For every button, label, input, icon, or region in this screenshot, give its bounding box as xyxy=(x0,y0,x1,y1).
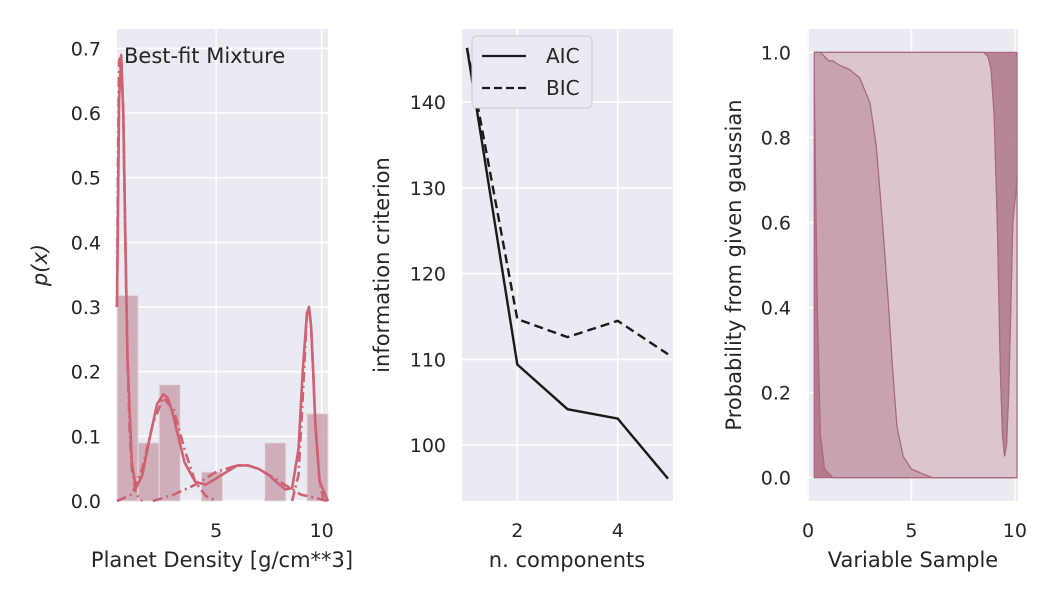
x-tick-label: 10 xyxy=(1003,520,1027,542)
x-tick-label: 0 xyxy=(802,520,814,542)
y-tick-label: 0.8 xyxy=(761,127,791,149)
mixture-curves xyxy=(115,53,330,503)
series-line-bic xyxy=(465,47,669,356)
x-tick-label: 5 xyxy=(210,520,222,542)
y-tick-label: 0.6 xyxy=(71,103,101,125)
probability-x-label: Variable Sample xyxy=(828,548,998,572)
x-tick-label: 5 xyxy=(905,520,917,542)
mixture-component-curve xyxy=(290,305,328,503)
legend-box xyxy=(471,35,593,109)
density-y-label: p(x) xyxy=(28,244,52,287)
legend-aic-label: AIC xyxy=(546,44,580,68)
density-y-ticks: 0.0 0.1 0.2 0.3 0.4 0.5 0.6 0.7 xyxy=(71,38,101,513)
y-tick-label: 110 xyxy=(410,349,446,371)
series-line-aic xyxy=(465,47,669,480)
mixture-component-curve xyxy=(116,396,217,503)
density-x-ticks: 5 10 xyxy=(210,520,334,542)
y-tick-label: 0.2 xyxy=(761,383,791,405)
probability-y-ticks: 0.0 0.2 0.4 0.6 0.8 1.0 xyxy=(761,42,791,489)
mixture-component-curve xyxy=(115,53,144,502)
ic-y-ticks: 100 110 120 130 140 xyxy=(410,92,446,457)
y-tick-label: 140 xyxy=(410,92,446,114)
y-tick-label: 100 xyxy=(410,435,446,457)
y-tick-label: 0.5 xyxy=(71,168,101,190)
probability-x-ticks: 0 5 10 xyxy=(802,520,1027,542)
ic-legend: AIC BIC xyxy=(471,35,593,109)
probability-y-label: Probability from given gaussian xyxy=(722,99,746,430)
density-x-label: Planet Density [g/cm**3] xyxy=(91,548,353,572)
y-tick-label: 0.0 xyxy=(761,468,791,490)
y-tick-label: 0.3 xyxy=(71,297,101,319)
density-plot-area xyxy=(117,29,328,501)
mixture-annotation: Best-fit Mixture xyxy=(124,44,285,68)
probability-areas xyxy=(813,51,1018,479)
y-tick-label: 0.7 xyxy=(71,38,101,60)
density-panel: 0.0 0.1 0.2 0.3 0.4 0.5 0.6 0.7 5 10 Best-fit Mi… xyxy=(28,29,353,572)
legend-bic-label: BIC xyxy=(546,76,580,100)
x-tick-label: 10 xyxy=(310,520,334,542)
probability-area xyxy=(814,51,1018,457)
probability-panel: 0.00.20.40.60.81.0 0 5 10 Variable Sample … xyxy=(722,29,1027,572)
ic-lines xyxy=(465,47,669,480)
y-tick-label: 0.4 xyxy=(71,232,101,254)
y-tick-label: 0.4 xyxy=(761,298,791,320)
y-tick-label: 0.1 xyxy=(71,426,101,448)
x-tick-label: 4 xyxy=(612,520,624,542)
ic-x-label: n. components xyxy=(489,548,645,572)
y-tick-label: 130 xyxy=(410,178,446,200)
y-tick-label: 0.0 xyxy=(71,491,101,513)
y-tick-label: 0.6 xyxy=(761,212,791,234)
y-tick-label: 1.0 xyxy=(761,42,791,64)
histogram-bar xyxy=(264,442,287,502)
x-tick-label: 2 xyxy=(511,520,523,542)
y-tick-label: 120 xyxy=(410,264,446,286)
ic-y-label: information criterion xyxy=(370,157,394,373)
y-tick-label: 0.2 xyxy=(71,362,101,384)
